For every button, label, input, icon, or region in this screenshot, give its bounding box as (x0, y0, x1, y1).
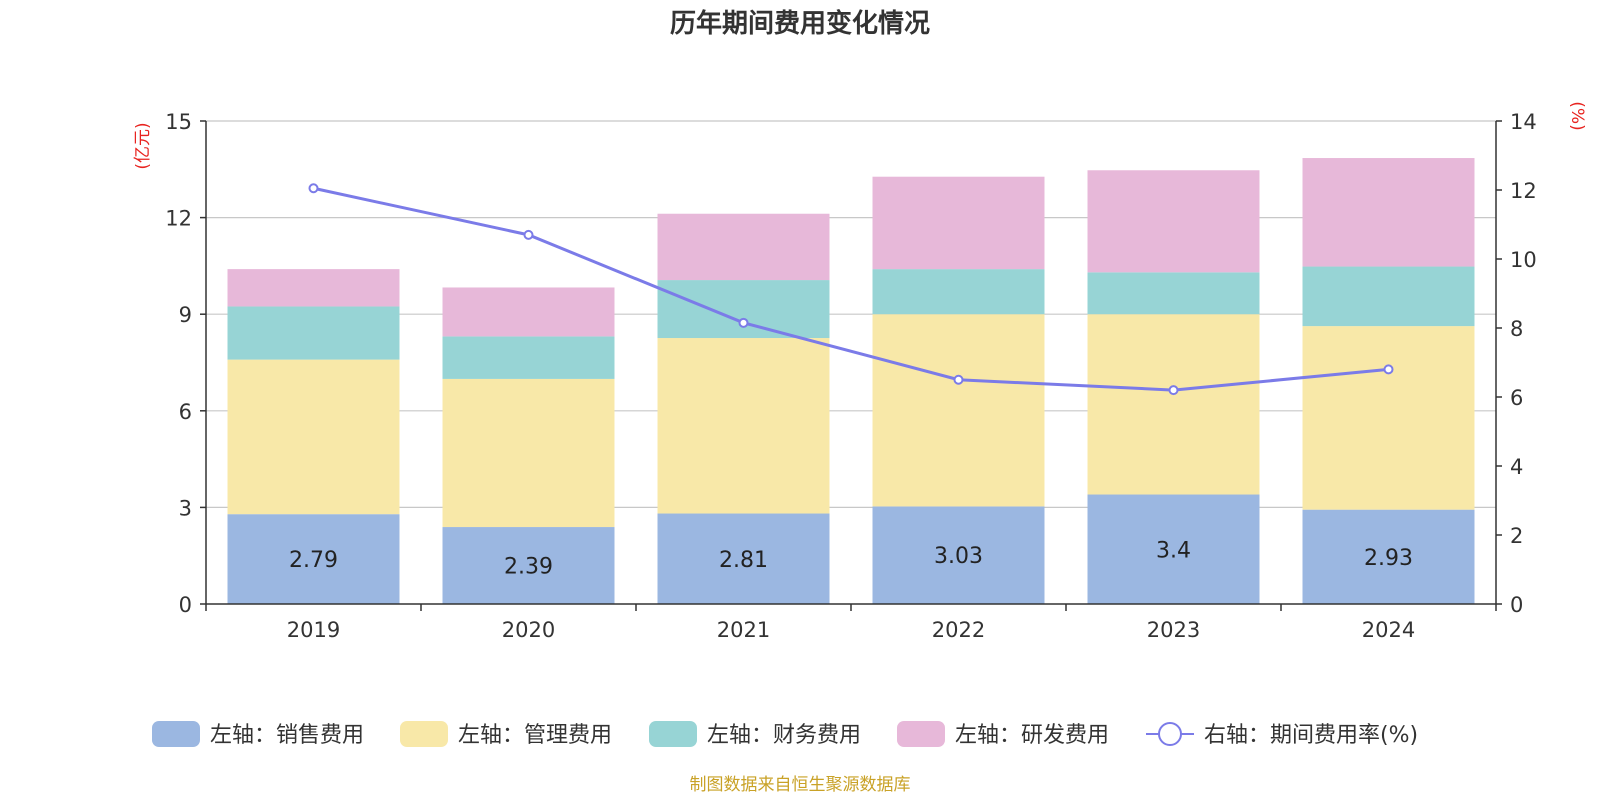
bar-segment (1302, 158, 1475, 267)
bar-value-label: 2.79 (289, 548, 338, 573)
x-tick-label: 2019 (287, 618, 340, 642)
bar-segment (442, 527, 615, 604)
bar-value-label: 3.4 (1156, 538, 1191, 563)
legend-label: 左轴：管理费用 (458, 723, 612, 748)
rate-point (308, 183, 319, 194)
chart-title: 历年期间费用变化情况 (670, 8, 930, 39)
rate-point (738, 317, 749, 328)
x-tick-label: 2024 (1362, 618, 1415, 642)
rate-line-group (308, 183, 1394, 396)
legend-swatch (400, 721, 448, 747)
legend-label: 左轴：财务费用 (707, 723, 861, 748)
rate-point (953, 374, 964, 385)
right-tick-label: 8 (1510, 317, 1523, 341)
bar-segment (872, 176, 1045, 270)
grid-lines (206, 120, 1496, 508)
bar-segment (657, 213, 830, 281)
right-tick-label: 6 (1510, 386, 1523, 410)
legend-label: 左轴：研发费用 (955, 723, 1109, 748)
axes-group: 0 3 6 9 12 15 0 2 4 6 8 10 12 14 2019 2020 2021 2022 2023 2… (165, 110, 1536, 642)
bar-segment (1087, 314, 1260, 495)
bar-value-label: 2.93 (1364, 546, 1413, 571)
right-tick-label: 10 (1510, 248, 1537, 272)
bar-segment (227, 269, 400, 307)
bar-segment (1087, 494, 1260, 604)
bar-segment (227, 359, 400, 515)
x-tick-label: 2022 (932, 618, 985, 642)
bar-segment (442, 378, 615, 528)
bar-segment (1302, 326, 1475, 510)
left-tick-label: 12 (165, 207, 192, 231)
bar-segment (657, 280, 830, 339)
bars-group (227, 158, 1475, 604)
left-axis-unit: (亿元) (133, 122, 153, 169)
legend-label: 左轴：销售费用 (210, 723, 364, 748)
rate-point (1168, 385, 1179, 396)
bar-segment (657, 338, 830, 514)
bar-segment (227, 514, 400, 604)
legend: 左轴：销售费用 左轴：管理费用 左轴：财务费用 左轴：研发费用 右轴：期间费用率(%) (152, 721, 1418, 748)
left-tick-label: 6 (179, 400, 192, 424)
bar-value-label: 2.81 (719, 548, 768, 573)
bar-segment (1302, 266, 1475, 327)
data-labels-group: 2.79 2.39 2.81 3.03 3.4 2.93 (289, 538, 1413, 579)
bar-segment (872, 314, 1045, 507)
legend-swatch (897, 721, 945, 747)
x-tick-label: 2020 (502, 618, 555, 642)
bar-segment (657, 513, 830, 604)
bar-segment (1087, 170, 1260, 273)
right-tick-label: 12 (1510, 179, 1537, 203)
rate-line (313, 186, 1389, 392)
bar-value-label: 2.39 (504, 555, 553, 580)
right-tick-label: 0 (1510, 593, 1523, 617)
left-tick-label: 9 (179, 303, 192, 327)
legend-swatch (152, 721, 200, 747)
right-tick-label: 2 (1510, 524, 1523, 548)
legend-circle-marker (1158, 722, 1182, 746)
rate-point (523, 229, 534, 240)
left-tick-label: 3 (179, 496, 192, 520)
right-tick-label: 14 (1510, 110, 1537, 134)
x-tick-label: 2023 (1147, 618, 1200, 642)
bar-segment (442, 287, 615, 337)
left-tick-label: 0 (179, 593, 192, 617)
right-axis-unit: (%) (1567, 101, 1587, 130)
bar-value-label: 3.03 (934, 544, 983, 569)
bar-segment (1302, 509, 1475, 604)
bar-segment (442, 336, 615, 379)
x-tick-label: 2021 (717, 618, 770, 642)
right-tick-label: 4 (1510, 455, 1523, 479)
bar-segment (872, 269, 1045, 315)
bar-segment (227, 306, 400, 360)
rate-point (1383, 364, 1394, 375)
left-tick-label: 15 (165, 110, 192, 134)
data-source-note: 制图数据来自恒生聚源数据库 (690, 775, 911, 795)
bar-segment (1087, 272, 1260, 315)
legend-label: 右轴：期间费用率(%) (1204, 723, 1418, 748)
bar-segment (872, 506, 1045, 604)
legend-swatch (649, 721, 697, 747)
